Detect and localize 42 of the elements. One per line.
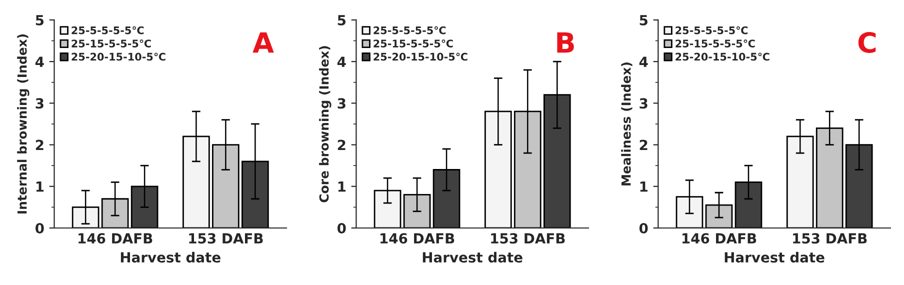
annotation: C	[858, 32, 876, 53]
legend-label: 25-15-5-5-5℃	[374, 40, 453, 48]
x-tick-label: 153 DAFB	[189, 233, 263, 244]
legend-label: 25-5-5-5-5℃	[676, 26, 748, 34]
y-tick-label: 5	[640, 15, 648, 26]
legend-label: 25-15-5-5-5℃	[676, 40, 755, 48]
y-tick-label: 4	[639, 56, 648, 67]
x-axis-title: Harvest date	[422, 252, 522, 263]
y-tick-label: 2	[338, 140, 346, 150]
x-tick-label: 146 DAFB	[78, 233, 152, 244]
y-tick-label: 5	[338, 15, 346, 26]
x-tick-label: 153 DAFB	[491, 233, 565, 244]
y-tick-label: 3	[338, 98, 346, 109]
y-tick-label: 0	[639, 222, 648, 234]
legend-label: 25-20-15-10-5℃	[72, 52, 166, 61]
y-axis-title: Core browning (Index)	[319, 46, 332, 202]
y-tick-label: 4	[35, 56, 44, 67]
y-tick-label: 3	[640, 98, 648, 109]
y-tick-label: 0	[337, 222, 346, 234]
legend-label: 25-20-15-10-5℃	[676, 52, 770, 61]
y-tick-label: 2	[640, 140, 648, 150]
x-tick-label: 146 DAFB	[380, 233, 454, 244]
y-axis-title: Mealiness (Index)	[621, 62, 632, 186]
y-tick-label: 5	[36, 15, 44, 26]
y-tick-label: 2	[36, 140, 44, 150]
x-axis-title: Harvest date	[724, 252, 824, 263]
x-axis-title: Harvest date	[120, 252, 220, 263]
annotation: B	[557, 32, 574, 53]
y-axis-title: Internal browning (Index)	[17, 34, 30, 214]
legend-label: 25-20-15-10-5℃	[374, 52, 468, 61]
y-tick-label: 1	[338, 182, 346, 192]
legend-label: 25-5-5-5-5℃	[72, 26, 144, 34]
y-tick-label: 1	[640, 182, 648, 192]
legend-label: 25-5-5-5-5℃	[374, 26, 446, 34]
annotation: A	[252, 32, 274, 53]
y-tick-label: 3	[36, 98, 44, 109]
legend-label: 25-15-5-5-5℃	[72, 40, 151, 48]
x-tick-label: 146 DAFB	[682, 233, 756, 244]
x-tick-label: 153 DAFB	[793, 233, 867, 244]
y-tick-label: 1	[36, 182, 44, 192]
y-tick-label: 0	[36, 222, 44, 234]
y-tick-label: 4	[337, 56, 346, 67]
